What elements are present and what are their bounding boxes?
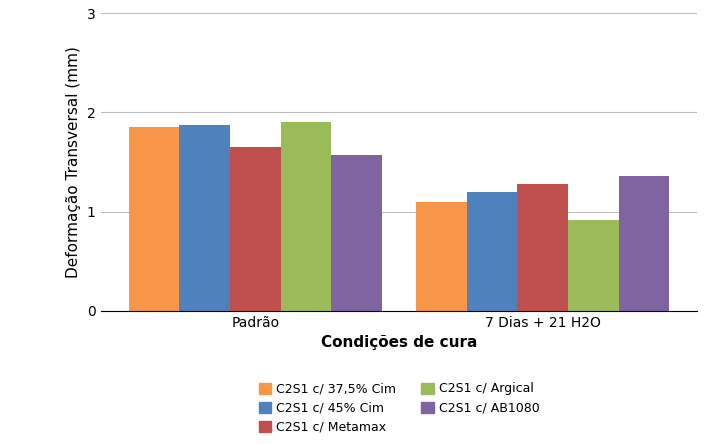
Bar — [281, 123, 331, 311]
Bar — [230, 147, 281, 311]
Bar — [129, 127, 180, 311]
Y-axis label: Deformação Transversal (mm): Deformação Transversal (mm) — [66, 46, 81, 278]
Bar — [331, 155, 383, 311]
Bar — [467, 192, 517, 311]
X-axis label: Condições de cura: Condições de cura — [321, 335, 477, 350]
Bar — [180, 125, 230, 311]
Bar — [416, 202, 467, 311]
Bar — [618, 176, 669, 311]
Bar — [517, 184, 568, 311]
Legend: C2S1 c/ 37,5% Cim, C2S1 c/ 45% Cim, C2S1 c/ Metamax, C2S1 c/ Argical, C2S1 c/ AB: C2S1 c/ 37,5% Cim, C2S1 c/ 45% Cim, C2S1… — [259, 382, 539, 434]
Bar — [568, 220, 618, 311]
